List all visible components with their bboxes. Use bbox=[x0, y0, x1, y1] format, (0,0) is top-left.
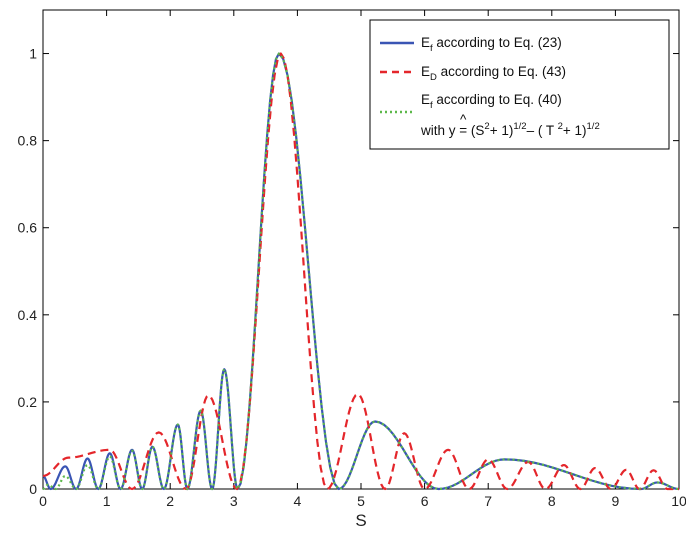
x-tick-label: 3 bbox=[230, 493, 238, 509]
series-e2-line bbox=[42, 52, 680, 491]
y-tick-label: 0.4 bbox=[18, 307, 38, 323]
legend: Ef according to Eq. (23) ED according to… bbox=[369, 19, 670, 150]
x-tick-label: 2 bbox=[166, 493, 174, 509]
y-tick-label: 0 bbox=[29, 481, 37, 497]
x-tick-label: 9 bbox=[612, 493, 620, 509]
x-tick-label: 4 bbox=[294, 493, 302, 509]
y-tick-label: 0.6 bbox=[18, 220, 38, 236]
legend-box bbox=[369, 19, 670, 150]
y-tick-label: 0.8 bbox=[18, 133, 38, 149]
legend-entry-e1: Ef according to Eq. (23) bbox=[421, 35, 562, 54]
legend-hat-mark: ^ bbox=[460, 112, 467, 127]
series-e3-line bbox=[42, 52, 680, 491]
y-tick-label: 1 bbox=[29, 46, 37, 62]
x-tick-label: 5 bbox=[357, 493, 365, 509]
x-tick-label: 7 bbox=[484, 493, 492, 509]
y-tick-label: 0.2 bbox=[18, 394, 38, 410]
legend-entry-e2: ED according to Eq. (43) bbox=[421, 64, 566, 83]
x-tick-label: 0 bbox=[39, 493, 47, 509]
legend-entry-e3: Ef according to Eq. (40) bbox=[421, 92, 562, 111]
x-tick-label: 1 bbox=[103, 493, 111, 509]
x-tick-label: 8 bbox=[548, 493, 556, 509]
x-tick-label: 6 bbox=[421, 493, 429, 509]
legend-entry-e3-line2: with y = (S2+ 1)1/2– ( T 2+ 1)1/2 bbox=[420, 121, 600, 138]
series-layer bbox=[42, 52, 680, 491]
x-tick-label: 10 bbox=[671, 493, 686, 509]
x-axis-label: S bbox=[355, 511, 366, 530]
